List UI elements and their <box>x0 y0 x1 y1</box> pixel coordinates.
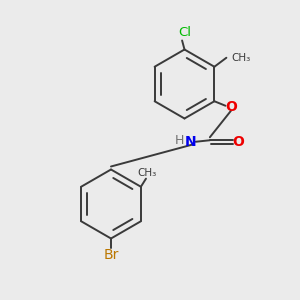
Text: O: O <box>225 100 237 114</box>
Text: CH₃: CH₃ <box>138 168 157 178</box>
Text: H: H <box>175 134 184 147</box>
Text: N: N <box>184 135 196 149</box>
Text: O: O <box>232 135 244 149</box>
Text: Br: Br <box>103 248 119 262</box>
Text: CH₃: CH₃ <box>231 53 250 63</box>
Text: Cl: Cl <box>178 26 191 40</box>
